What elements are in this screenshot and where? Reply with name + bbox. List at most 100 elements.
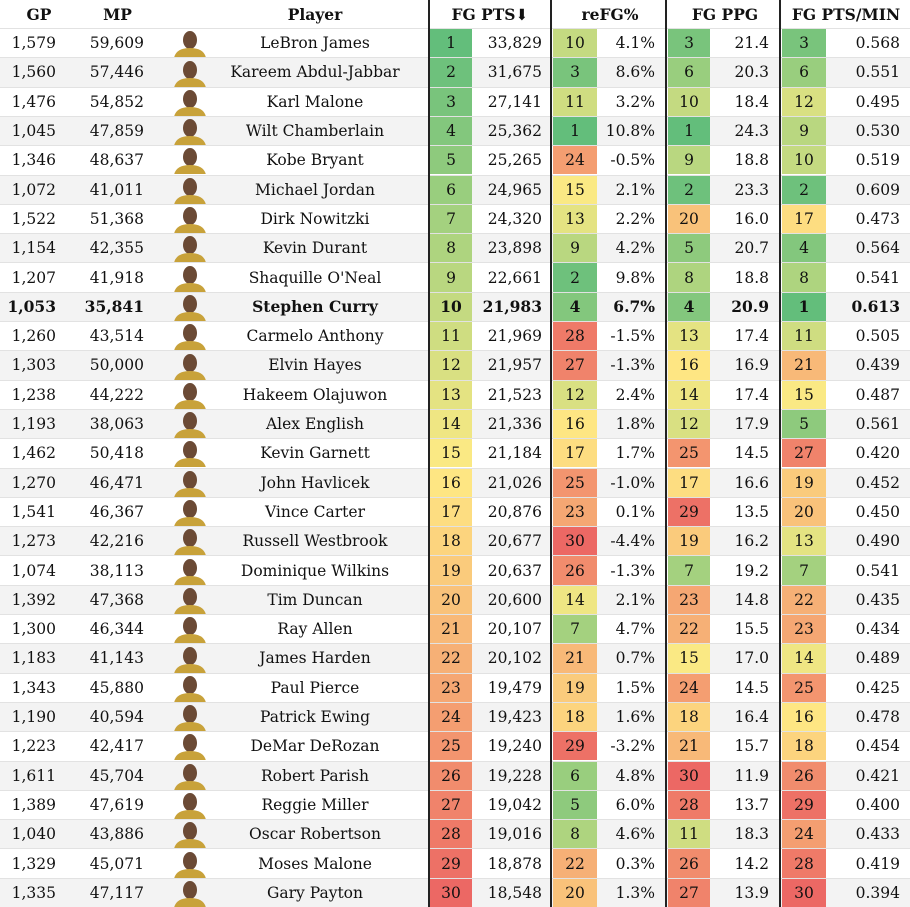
- stat-cell: 21,957: [487, 356, 542, 375]
- rank-cell: 19: [553, 673, 597, 702]
- stat-cell: 46,367: [89, 502, 144, 521]
- rank-cell: 9: [430, 263, 472, 292]
- player-photo: [165, 762, 215, 790]
- player-photo: [165, 322, 215, 351]
- stat-cell: 24,320: [487, 209, 542, 228]
- stat-cell: -0.5%: [610, 151, 655, 170]
- rank-cell: 17: [430, 497, 472, 527]
- stat-cell: 2.1%: [615, 180, 655, 199]
- rank-cell: 3: [553, 58, 597, 87]
- player-name: Oscar Robertson: [249, 825, 381, 844]
- stat-cell: 0.541: [855, 268, 900, 287]
- stat-cell: 20.9: [731, 297, 769, 317]
- stat-cell: 31,675: [487, 63, 542, 82]
- stat-cell: 16.4: [734, 708, 769, 727]
- rank-cell: 24: [430, 702, 472, 732]
- player-name: Kevin Garnett: [260, 444, 370, 463]
- player-name: Robert Parish: [261, 766, 369, 785]
- stat-cell: 1,270: [11, 473, 56, 492]
- stat-cell: 16.2: [734, 532, 769, 551]
- stat-cell: 4.1%: [615, 34, 655, 53]
- stat-cell: 8.6%: [615, 63, 655, 82]
- rank-cell: 26: [782, 761, 826, 790]
- rank-cell: 14: [668, 380, 710, 409]
- stat-cell: 4.2%: [615, 239, 655, 258]
- stat-cell: 50,418: [89, 444, 144, 463]
- stat-cell: 10.8%: [605, 122, 655, 141]
- player-name: Russell Westbrook: [242, 532, 388, 551]
- rank-cell: 7: [668, 556, 710, 585]
- rank-cell: 30: [668, 761, 710, 790]
- rank-cell: 13: [553, 204, 597, 234]
- stat-cell: 1,183: [11, 649, 56, 668]
- player-name: Reggie Miller: [261, 795, 369, 814]
- stat-cell: 15.5: [734, 620, 769, 639]
- stat-cell: 21,184: [487, 444, 542, 463]
- player-photo-icon: [174, 793, 206, 820]
- rank-cell: 14: [553, 585, 597, 614]
- rank-cell: 7: [553, 615, 597, 644]
- player-photo-icon: [174, 500, 206, 527]
- rank-cell: 12: [553, 380, 597, 409]
- player-photo-icon: [174, 148, 206, 175]
- stat-cell: 47,619: [89, 795, 144, 814]
- rank-cell: 27: [430, 790, 472, 820]
- stat-cell: 13.7: [734, 795, 769, 814]
- stat-cell: 1,207: [11, 268, 56, 287]
- rank-cell: 2: [782, 175, 826, 204]
- rank-cell: 20: [430, 585, 472, 614]
- player-name: Stephen Curry: [252, 297, 378, 317]
- stat-cell: 19,016: [487, 825, 542, 844]
- stat-cell: 17.4: [734, 327, 769, 346]
- stat-cell: 0.434: [855, 620, 900, 639]
- rank-cell: 28: [430, 820, 472, 849]
- stat-cell: 14.5: [734, 678, 769, 697]
- rank-cell: 22: [668, 615, 710, 644]
- rank-cell: 19: [668, 527, 710, 556]
- player-name: Hakeem Olajuwon: [242, 385, 388, 404]
- column-separator: [779, 0, 781, 907]
- rank-cell: 9: [553, 234, 597, 263]
- rank-cell: 3: [782, 29, 826, 58]
- player-name: Wilt Chamberlain: [245, 122, 385, 141]
- stat-cell: 15.7: [734, 737, 769, 756]
- player-photo-icon: [174, 734, 206, 761]
- stat-cell: 19,042: [487, 795, 542, 814]
- rank-cell: 19: [430, 556, 472, 585]
- rank-cell: 6: [430, 175, 472, 204]
- stat-cell: 1,190: [11, 708, 56, 727]
- stat-cell: 1,329: [11, 854, 56, 873]
- rank-cell: 3: [430, 87, 472, 116]
- rank-cell: 23: [553, 497, 597, 527]
- rank-cell: 25: [430, 732, 472, 761]
- rank-cell: 27: [553, 351, 597, 380]
- stat-cell: 46,471: [89, 473, 144, 492]
- stat-cell: -1.3%: [610, 561, 655, 580]
- stat-cell: 2.1%: [615, 590, 655, 609]
- stat-cell: 20.3: [734, 63, 769, 82]
- player-photo: [165, 88, 215, 116]
- rank-cell: 8: [782, 263, 826, 292]
- player-photo: [165, 820, 215, 849]
- stat-cell: 0.568: [855, 34, 900, 53]
- stat-cell: 48,637: [89, 151, 144, 170]
- stat-cell: 16.6: [734, 473, 769, 492]
- rank-cell: 18: [553, 702, 597, 732]
- stat-cell: 0.400: [855, 795, 900, 814]
- stat-cell: 51,368: [89, 209, 144, 228]
- stat-cell: 21,983: [482, 297, 542, 317]
- player-name: Kevin Durant: [262, 239, 368, 258]
- rank-cell: 27: [782, 439, 826, 468]
- rank-cell: 7: [782, 556, 826, 585]
- stat-cell: 43,886: [89, 825, 144, 844]
- stat-cell: 9.8%: [615, 268, 655, 287]
- stat-cell: 0.473: [855, 209, 900, 228]
- stat-cell: 1,335: [11, 883, 56, 902]
- stat-cell: 0.561: [855, 415, 900, 434]
- stat-cell: 0.505: [855, 327, 900, 346]
- stat-cell: 1,611: [11, 766, 56, 785]
- player-photo: [165, 527, 215, 556]
- rank-cell: 29: [782, 790, 826, 820]
- stat-cell: 20,876: [487, 502, 542, 521]
- stat-cell: 41,011: [89, 180, 144, 199]
